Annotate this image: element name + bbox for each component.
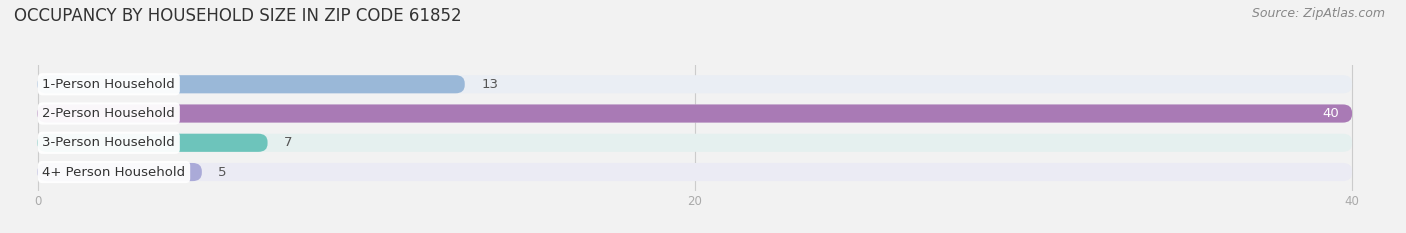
FancyBboxPatch shape	[38, 75, 1353, 93]
Text: 1-Person Household: 1-Person Household	[42, 78, 176, 91]
Text: 3-Person Household: 3-Person Household	[42, 136, 176, 149]
FancyBboxPatch shape	[38, 134, 1353, 152]
FancyBboxPatch shape	[38, 163, 202, 181]
FancyBboxPatch shape	[38, 104, 1353, 123]
FancyBboxPatch shape	[38, 134, 267, 152]
Text: 40: 40	[1322, 107, 1339, 120]
Text: 5: 5	[218, 165, 226, 178]
Text: 4+ Person Household: 4+ Person Household	[42, 165, 186, 178]
FancyBboxPatch shape	[38, 104, 1353, 123]
Text: 13: 13	[481, 78, 498, 91]
Text: Source: ZipAtlas.com: Source: ZipAtlas.com	[1251, 7, 1385, 20]
Text: 2-Person Household: 2-Person Household	[42, 107, 176, 120]
FancyBboxPatch shape	[38, 163, 1353, 181]
FancyBboxPatch shape	[38, 75, 465, 93]
Text: OCCUPANCY BY HOUSEHOLD SIZE IN ZIP CODE 61852: OCCUPANCY BY HOUSEHOLD SIZE IN ZIP CODE …	[14, 7, 461, 25]
Text: 7: 7	[284, 136, 292, 149]
